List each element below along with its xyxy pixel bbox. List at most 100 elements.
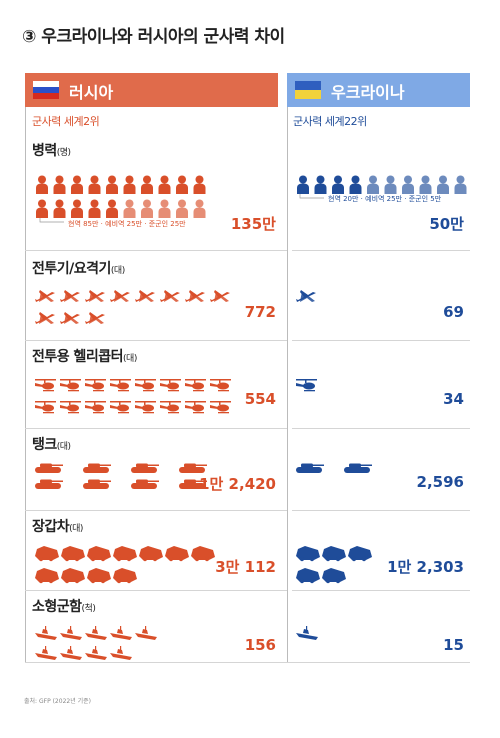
russia-helicopter-icon xyxy=(85,401,106,414)
russia-soldier-icon xyxy=(141,199,153,218)
russia-armored-vehicle-icon xyxy=(35,568,59,584)
russia-armored-vehicle-icon xyxy=(87,568,111,584)
russia-armored-vehicle-icon xyxy=(113,546,137,562)
category-name: 소형군함 xyxy=(32,599,82,615)
russia-soldier-icon xyxy=(36,175,48,194)
russia-header: 러시아 xyxy=(25,73,278,107)
russia-soldier-icon xyxy=(141,175,153,194)
ukraine-tank-icon xyxy=(296,463,324,473)
ukraine-soldier-icon xyxy=(437,175,449,194)
middle-divider xyxy=(287,107,288,662)
ukraine-soldier-icon xyxy=(454,175,467,194)
ukraine-value-helicopters: 34 xyxy=(443,390,464,408)
russia-fighter-jet-icon xyxy=(85,290,105,302)
category-label-ships: 소형군함(척) xyxy=(32,596,96,616)
russia-helicopter-icon xyxy=(185,379,206,392)
category-label-troops: 병력(명) xyxy=(32,140,71,160)
russia-armored-vehicle-icon xyxy=(191,546,215,562)
russia-fighter-jet-icon xyxy=(185,290,205,302)
russia-soldier-icon xyxy=(193,199,206,218)
russia-value-armored: 3만 112 xyxy=(215,558,276,576)
category-unit: (대) xyxy=(56,442,71,452)
ukraine-soldier-icon xyxy=(384,175,397,194)
russia-helicopter-icon xyxy=(110,379,131,392)
russia-soldier-icon xyxy=(123,175,136,194)
section-divider xyxy=(292,340,470,341)
section-divider xyxy=(25,510,287,511)
section-divider xyxy=(25,340,287,341)
russia-tank-icon xyxy=(131,463,159,473)
russia-soldier-icon xyxy=(176,175,188,194)
category-label-helicopters: 전투용 헬리콥터(대) xyxy=(32,346,137,366)
russia-helicopter-icon xyxy=(110,401,131,414)
russia-soldier-icon xyxy=(158,175,171,194)
russia-soldier-icon xyxy=(158,199,171,218)
section-divider xyxy=(25,590,287,591)
category-name: 장갑차 xyxy=(32,519,70,535)
russia-value-troops: 135만 xyxy=(230,215,276,233)
source-note: 출처: GFP (2022년 기준) xyxy=(24,698,92,705)
russia-value-ships: 156 xyxy=(244,636,276,654)
russia-fighter-jet-icon xyxy=(210,290,230,302)
russia-warship-icon xyxy=(60,646,82,660)
russia-soldier-icon xyxy=(71,199,83,218)
russia-soldier-icon xyxy=(88,175,101,194)
russia-warship-icon xyxy=(60,626,82,640)
ukraine-soldier-icon xyxy=(314,175,327,194)
russia-helicopter-icon xyxy=(135,401,156,414)
ukraine-tank-icon xyxy=(344,463,372,473)
category-unit: (척) xyxy=(81,604,96,614)
ukraine-value-ships: 15 xyxy=(443,636,464,654)
ukraine-header: 우크라이나 xyxy=(287,73,470,107)
russia-tank-icon xyxy=(35,479,63,489)
russia-fighter-jet-icon xyxy=(35,290,55,302)
ukraine-value-fighters: 69 xyxy=(443,303,464,321)
ukraine-armored-vehicle-icon xyxy=(322,568,346,584)
russia-helicopter-icon xyxy=(210,401,231,414)
section-divider xyxy=(25,250,287,251)
ukraine-soldier-icon xyxy=(332,175,344,194)
ukraine-value-armored: 1만 2,303 xyxy=(387,558,464,576)
category-unit: (대) xyxy=(69,524,83,534)
russia-soldier-icon xyxy=(123,199,136,218)
section-divider xyxy=(292,250,470,251)
ukraine-armored-vehicle-icon xyxy=(348,546,372,562)
russia-flag-icon xyxy=(33,81,59,99)
russia-fighter-jet-icon xyxy=(60,290,80,302)
russia-soldier-icon xyxy=(36,199,48,218)
russia-value-helicopters: 554 xyxy=(244,390,276,408)
ukraine-soldier-icon xyxy=(297,175,309,194)
russia-soldier-icon xyxy=(71,175,83,194)
russia-fighter-jet-icon xyxy=(35,312,55,324)
russia-helicopter-icon xyxy=(60,379,81,392)
ukraine-soldier-icon xyxy=(367,175,379,194)
russia-helicopter-icon xyxy=(210,379,231,392)
russia-soldier-icon xyxy=(88,199,101,218)
russia-tank-icon xyxy=(179,479,207,489)
russia-tank-icon xyxy=(83,463,111,473)
category-name: 병력 xyxy=(32,143,57,159)
russia-fighter-jet-icon xyxy=(135,290,155,302)
ukraine-armored-vehicle-icon xyxy=(296,568,320,584)
ukraine-rank: 군사력 세계22위 xyxy=(293,115,367,128)
ukraine-armored-vehicle-icon xyxy=(322,546,346,562)
russia-helicopter-icon xyxy=(160,401,181,414)
russia-armored-vehicle-icon xyxy=(139,546,163,562)
ukraine-name: 우크라이나 xyxy=(331,83,405,102)
russia-soldier-icon xyxy=(106,199,118,218)
russia-fighter-jet-icon xyxy=(85,312,105,324)
russia-value-tanks: 1만 2,420 xyxy=(199,475,276,493)
category-unit: (명) xyxy=(56,148,71,158)
ukraine-fighter-jet-icon xyxy=(296,290,316,302)
russia-soldier-icon xyxy=(53,175,66,194)
russia-warship-icon xyxy=(35,626,57,640)
category-name: 전투용 헬리콥터 xyxy=(32,349,124,365)
ukraine-soldier-icon xyxy=(402,175,414,194)
russia-helicopter-icon xyxy=(85,379,106,392)
russia-warship-icon xyxy=(85,646,107,660)
bottom-border xyxy=(25,662,470,663)
ukraine-warship-icon xyxy=(296,626,318,640)
russia-armored-vehicle-icon xyxy=(165,546,189,562)
russia-soldier-icon xyxy=(106,175,118,194)
russia-armored-vehicle-icon xyxy=(87,546,111,562)
